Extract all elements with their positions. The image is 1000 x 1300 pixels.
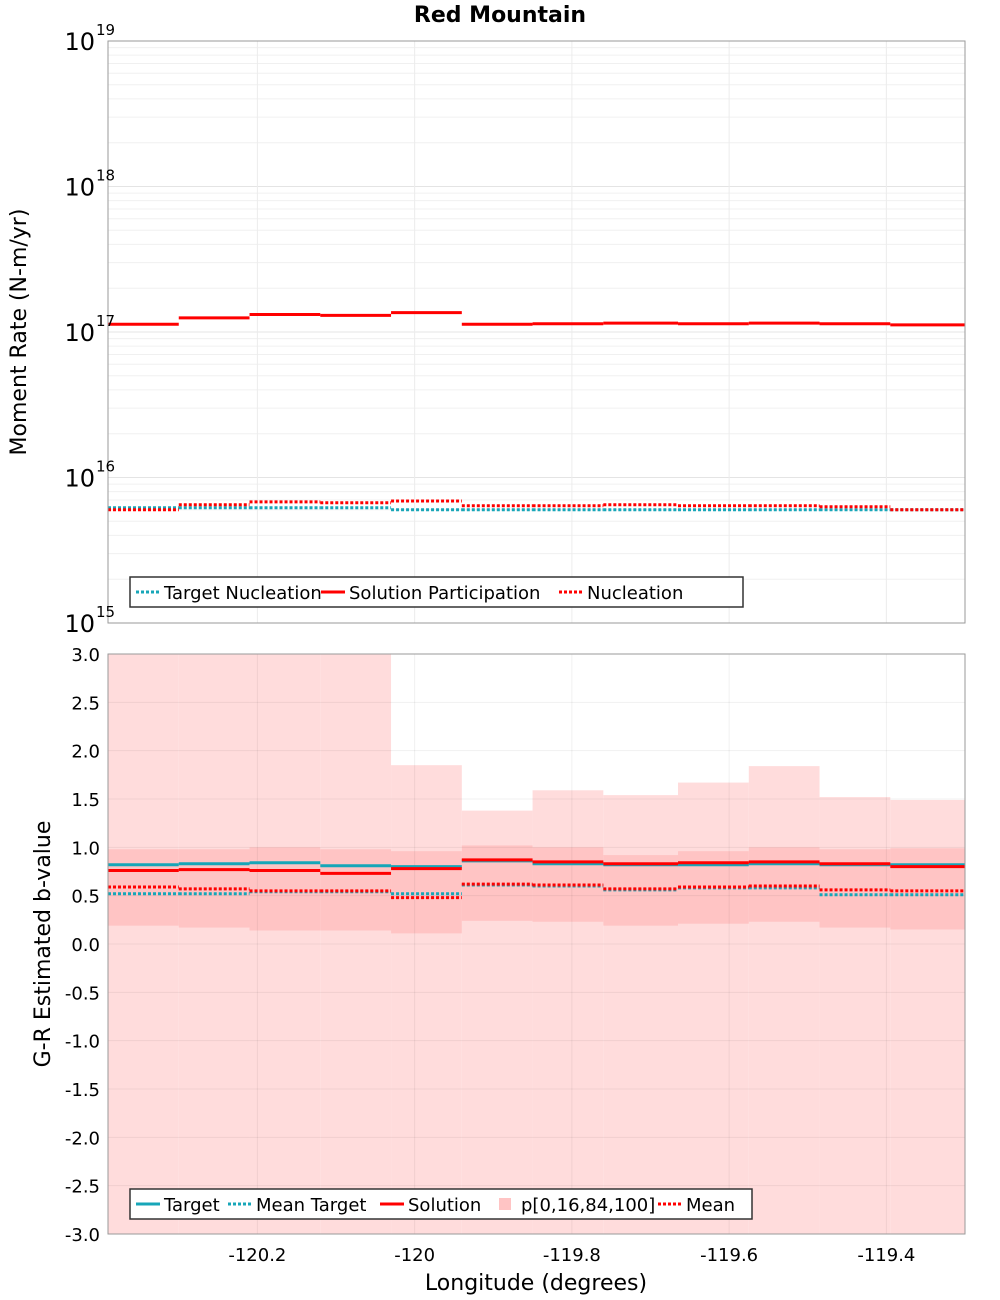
band-outer-bar xyxy=(748,766,820,1234)
x-tick-label: -120.2 xyxy=(228,1245,286,1266)
legend-label-mean: Mean xyxy=(686,1195,735,1216)
legend-box xyxy=(129,1188,753,1220)
bottom-y-ticks: 3.0 2.5 2.0 1.5 1.0 0.5 0.0 -0.5 -1.0 -1.5 -2.0 -2.… xyxy=(65,645,100,1246)
top-gridlines xyxy=(108,41,965,623)
x-tick-label: -119.8 xyxy=(543,1245,601,1266)
bottom-y-axis-label: G-R Estimated b-value xyxy=(31,821,56,1068)
top-y-tick-exponent: 15 xyxy=(96,603,115,621)
band-outer-bar xyxy=(678,782,749,1234)
top-y-tick-exponent: 18 xyxy=(96,167,115,185)
legend-label-solution-participation: Solution Participation xyxy=(349,583,540,604)
chart-title: Red Mountain xyxy=(414,3,586,28)
band-inner-bar xyxy=(890,848,965,930)
bottom-y-tick-label: 1.0 xyxy=(71,838,100,859)
top-y-axis-label: Moment Rate (N-m/yr) xyxy=(7,209,32,456)
x-tick-label: -119.4 xyxy=(857,1245,915,1266)
bottom-y-tick-label: 0.5 xyxy=(71,887,100,908)
top-legend: Target Nucleation Solution Participation N… xyxy=(129,576,744,608)
legend-box xyxy=(129,576,744,608)
x-axis-label: Longitude (degrees) xyxy=(425,1271,647,1296)
x-tick-label: -119.6 xyxy=(700,1245,758,1266)
band-outer-bar xyxy=(108,654,179,1234)
top-y-tick-label: 10 xyxy=(64,319,95,347)
bottom-y-tick-label: -0.5 xyxy=(65,983,100,1004)
top-y-tick-label: 10 xyxy=(64,28,95,56)
band-outer-bar xyxy=(391,765,462,1234)
bottom-y-tick-label: -3.0 xyxy=(65,1225,100,1246)
legend-label-target: Target xyxy=(163,1195,220,1216)
bottom-y-tick-label: 0.0 xyxy=(71,935,100,956)
bottom-y-tick-label: -2.5 xyxy=(65,1177,100,1198)
legend-label-mean-target: Mean Target xyxy=(256,1195,366,1216)
top-series-group xyxy=(108,311,965,512)
legend-label-solution: Solution xyxy=(408,1195,481,1216)
bottom-series-group xyxy=(108,858,965,900)
top-y-tick-label: 10 xyxy=(64,174,95,202)
bottom-x-ticks: -120.2 -120 -119.8 -119.6 -119.4 xyxy=(228,1245,915,1266)
bottom-y-tick-label: -1.5 xyxy=(65,1080,100,1101)
top-plot-frame xyxy=(107,40,966,624)
bottom-legend: Target Mean Target Solution p[0,16,84,100] M… xyxy=(129,1188,753,1220)
top-y-tick-label: 10 xyxy=(64,465,95,493)
bottom-y-tick-label: 1.5 xyxy=(71,790,100,811)
bottom-plot-frame xyxy=(107,653,966,1235)
bottom-y-tick-label: 2.0 xyxy=(71,742,100,763)
band-outer-bar xyxy=(320,654,392,1234)
top-y-tick-exponent: 16 xyxy=(96,458,115,476)
bottom-y-tick-label: -1.0 xyxy=(65,1032,100,1053)
band-outer-bar xyxy=(249,654,321,1234)
bottom-y-tick-label: 2.5 xyxy=(71,693,100,714)
legend-label-nucleation: Nucleation xyxy=(587,583,683,604)
x-tick-label: -120 xyxy=(394,1245,435,1266)
bottom-y-tick-label: 3.0 xyxy=(71,645,100,666)
top-y-tick-exponent: 17 xyxy=(96,312,115,330)
legend-label-target-nucleation: Target Nucleation xyxy=(163,583,322,604)
top-y-tick-label: 10 xyxy=(64,610,95,638)
top-y-tick-exponent: 19 xyxy=(96,21,115,39)
legend-label-p-0-16-84-100: p[0,16,84,100] xyxy=(521,1195,655,1216)
bottom-y-tick-label: -2.0 xyxy=(65,1128,100,1149)
band-outer-bar xyxy=(178,654,250,1234)
band-inner-bar xyxy=(249,847,321,931)
legend-swatch-band xyxy=(499,1198,511,1210)
